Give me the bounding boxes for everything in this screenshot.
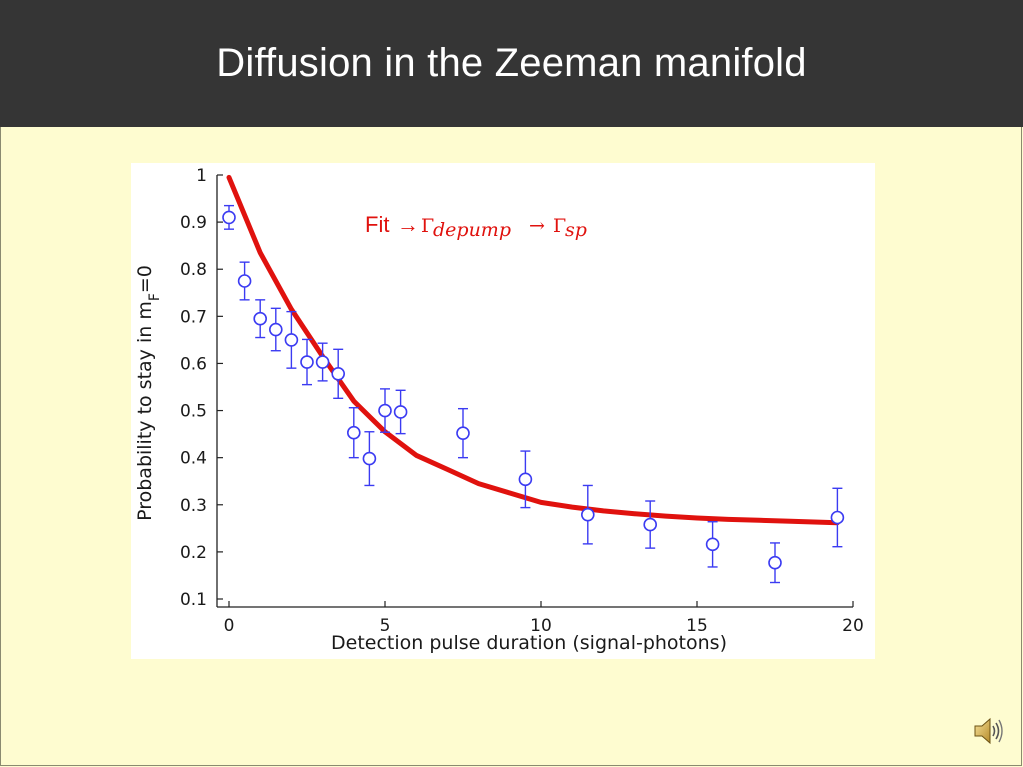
chart-axes: [216, 175, 853, 608]
x-tick-label: 15: [686, 616, 708, 636]
data-marker: [222, 210, 236, 225]
data-point: [830, 487, 845, 548]
data-marker: [518, 472, 533, 487]
chart-panel: 0.1 0.2 0.3 0.4 0.5 0.6 0.7 0.8 0.9 1 0 5 10 15 20 Det…: [131, 163, 875, 659]
x-tick-label: 10: [530, 616, 552, 636]
chart-ticks: 0.10.20.30.40.50.60.70.80.910 5 10 15 20: [180, 166, 864, 636]
y-tick-label: 0.6: [180, 354, 207, 374]
y-tick-label: 0.4: [180, 449, 207, 469]
data-point: [518, 450, 533, 509]
x-tick-label: 5: [380, 616, 391, 636]
fit-arrow-2: →: [529, 215, 545, 237]
data-point: [315, 342, 330, 382]
x-axis-label: Detection pulse duration (signal-photons…: [331, 632, 727, 654]
data-point: [347, 407, 361, 459]
data-point: [253, 299, 267, 339]
data-marker: [315, 355, 330, 369]
data-marker: [253, 311, 267, 326]
y-tick-label: 0.3: [180, 496, 207, 516]
data-marker: [768, 555, 782, 570]
data-point: [393, 389, 408, 435]
x-tick-label: 0: [224, 616, 235, 636]
y-tick-label: 0.1: [180, 590, 207, 610]
y-tick-label: 0.2: [180, 543, 207, 563]
fit-gamma-sp: Γ: [553, 215, 566, 237]
data-marker: [393, 405, 408, 419]
data-marker: [705, 537, 720, 552]
data-marker: [830, 510, 845, 525]
y-tick-label: 0.9: [180, 213, 207, 233]
data-marker: [580, 507, 595, 522]
data-point: [269, 307, 283, 352]
y-tick-label: 0.7: [180, 307, 207, 327]
data-point: [222, 204, 236, 230]
data-marker: [331, 367, 345, 381]
data-marker: [269, 322, 283, 337]
data-point: [768, 542, 782, 584]
y-axis-label: Probability to stay in mF=0: [134, 265, 163, 521]
fit-sub-sp: sp: [565, 219, 587, 241]
data-marker: [378, 403, 392, 418]
slide-title: Diffusion in the Zeeman manifold: [216, 41, 807, 85]
data-point: [705, 521, 720, 568]
fit-gamma-depump: Γ: [421, 215, 434, 237]
data-marker: [362, 451, 377, 466]
data-point: [362, 431, 377, 487]
data-point: [331, 348, 345, 400]
data-point: [284, 310, 299, 369]
y-tick-label: 0.8: [180, 260, 207, 280]
slide-header: Diffusion in the Zeeman manifold: [0, 0, 1023, 127]
data-marker: [284, 333, 299, 347]
data-point: [237, 261, 252, 301]
data-point: [456, 407, 470, 459]
data-marker: [300, 355, 314, 369]
y-tick-label: 0.5: [180, 402, 207, 422]
data-marker: [456, 426, 470, 440]
slide-body: [0, 127, 1022, 766]
data-points-group: [222, 204, 845, 584]
data-marker: [237, 274, 252, 288]
data-point: [300, 338, 314, 386]
data-marker: [643, 517, 658, 532]
fit-sub-depump: depump: [433, 219, 511, 241]
data-point: [580, 484, 595, 545]
x-tick-label: 20: [842, 616, 864, 636]
data-point: [378, 388, 392, 433]
data-point: [643, 500, 658, 549]
y-tick-label: 1: [196, 166, 207, 186]
speaker-icon[interactable]: [972, 714, 1004, 748]
data-marker: [347, 425, 361, 440]
fit-arrow-1: →: [397, 212, 419, 237]
chart-svg: 0.10.20.30.40.50.60.70.80.910 5 10 15 20 Det…: [134, 166, 864, 654]
fit-label: Fit: [365, 212, 389, 237]
